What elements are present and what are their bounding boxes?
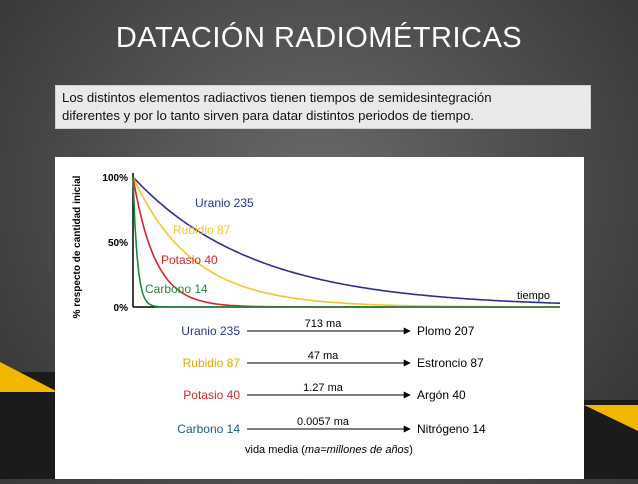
series-label: Carbono 14 — [145, 282, 208, 296]
y-tick-label: 100% — [102, 173, 128, 184]
series-label: Uranio 235 — [195, 196, 254, 210]
footnote-italic: ma=millones de años — [305, 444, 410, 456]
half-life-value: 47 ma — [308, 350, 339, 362]
daughter-isotope: Argón 40 — [417, 388, 466, 402]
series-label: Potasio 40 — [161, 253, 218, 267]
half-life-value: 713 ma — [305, 318, 343, 330]
daughter-isotope: Plomo 207 — [417, 324, 475, 338]
subtitle-line-2: diferentes y por lo tanto sirven para da… — [62, 108, 474, 123]
y-axis-label: % respecto de cantidad inicial — [72, 175, 83, 318]
subtitle-box: Los distintos elementos radiactivos tien… — [55, 85, 591, 129]
curve-carbono-14 — [132, 176, 560, 308]
decay-chart: % respecto de cantidad inicial 100% 50% 0%… — [72, 173, 560, 456]
curve-uranio-235 — [132, 176, 560, 304]
half-life-value: 0.0057 ma — [297, 416, 350, 428]
half-life-value: 1.27 ma — [303, 382, 344, 394]
y-tick-label: 0% — [114, 303, 129, 314]
footnote: vida media (ma=millones de años) — [245, 444, 413, 456]
parent-isotope: Potasio 40 — [183, 388, 240, 402]
x-axis-label: tiempo — [517, 290, 550, 302]
slide-title: DATACIÓN RADIOMÉTRICAS — [115, 22, 523, 54]
y-tick-label: 50% — [108, 238, 128, 249]
corner-accent-right — [584, 405, 638, 431]
chart-panel: % respecto de cantidad inicial 100% 50% 0%… — [55, 157, 584, 479]
subtitle-line-1: Los distintos elementos radiactivos tien… — [62, 90, 492, 105]
parent-isotope: Rubidio 87 — [183, 356, 241, 370]
daughter-isotope: Estroncio 87 — [417, 356, 484, 370]
parent-isotope: Uranio 235 — [181, 324, 240, 338]
series-label: Rubidio 87 — [173, 223, 231, 237]
corner-accent-left — [0, 362, 58, 392]
footnote-suffix: ) — [409, 444, 413, 456]
footnote-prefix: vida media ( — [245, 444, 305, 456]
daughter-isotope: Nitrógeno 14 — [417, 422, 486, 436]
parent-isotope: Carbono 14 — [177, 422, 240, 436]
